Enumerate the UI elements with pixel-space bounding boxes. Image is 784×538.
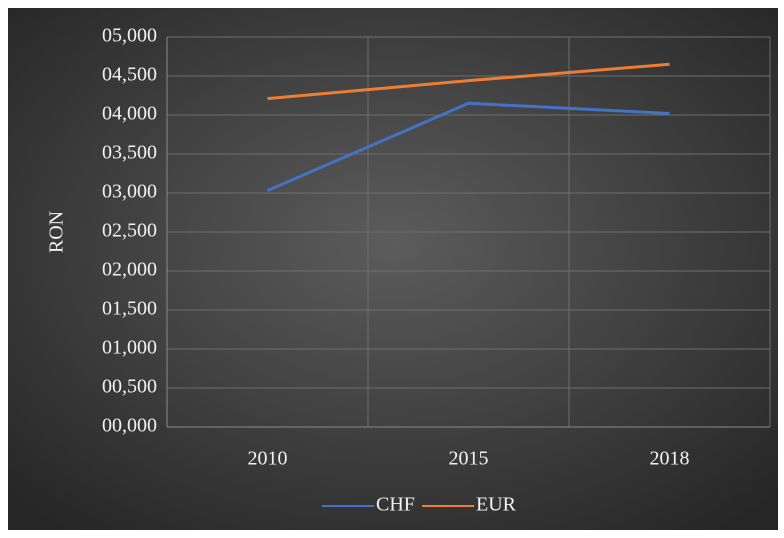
x-tick-label: 2010	[248, 448, 288, 470]
y-axis-label: RON	[46, 211, 68, 253]
y-tick-label: 05,000	[102, 25, 157, 47]
y-tick-label: 01,500	[102, 298, 157, 320]
y-tick-label: 02,000	[102, 259, 157, 281]
chart-background	[8, 8, 778, 530]
y-tick-label: 04,000	[102, 103, 157, 125]
y-tick-label: 00,500	[102, 376, 157, 398]
x-tick-label: 2018	[650, 448, 690, 470]
x-tick-label: 2015	[449, 448, 489, 470]
y-tick-label: 01,000	[102, 337, 157, 359]
y-tick-label: 03,000	[102, 181, 157, 203]
y-tick-label: 00,000	[102, 415, 157, 437]
y-tick-label: 04,500	[102, 64, 157, 86]
legend-label: CHF	[376, 494, 415, 516]
series-line	[266, 101, 670, 193]
legend-label: EUR	[476, 494, 517, 516]
series-line	[267, 62, 670, 101]
y-tick-label: 03,500	[102, 142, 157, 164]
y-tick-label: 02,500	[102, 220, 157, 242]
